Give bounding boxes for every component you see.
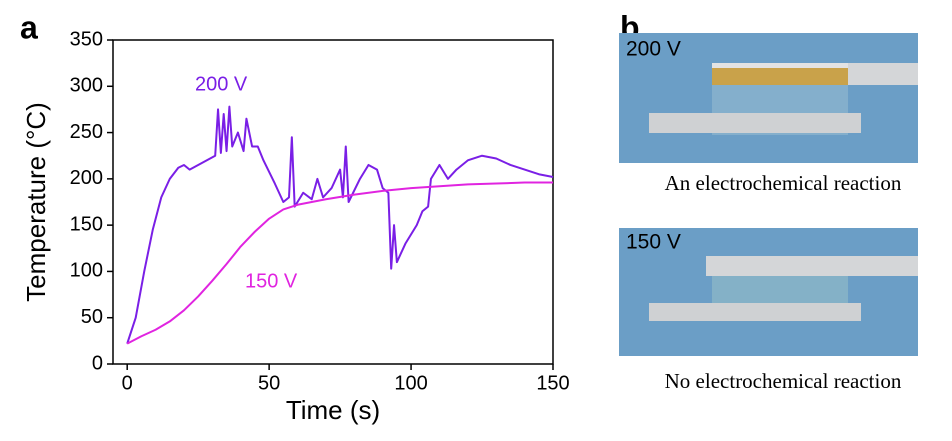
series-label: 150 V (245, 270, 298, 292)
y-tick-label: 150 (70, 213, 103, 235)
photo (619, 33, 918, 163)
x-tick-label: 50 (258, 372, 280, 394)
x-tick-label: 150 (536, 372, 569, 394)
x-tick-label: 0 (122, 372, 133, 394)
y-tick-label: 350 (70, 28, 103, 50)
y-tick-label: 200 (70, 167, 103, 189)
y-tick-label: 0 (92, 352, 103, 374)
y-axis-label: Temperature (°C) (21, 102, 51, 302)
photo (619, 228, 918, 356)
series-label: 200 V (195, 73, 248, 95)
x-tick-label: 100 (394, 372, 427, 394)
y-tick-label: 250 (70, 121, 103, 143)
photo-label: 150 V (626, 231, 681, 254)
plot-frame (112, 39, 554, 365)
photo-caption: An electrochemical reaction (665, 171, 902, 195)
line-series (126, 181, 553, 345)
y-tick-label: 300 (70, 75, 103, 97)
y-tick-label: 50 (81, 306, 103, 328)
photo-label: 200 V (626, 38, 681, 61)
y-tick-label: 100 (70, 260, 103, 282)
photo-caption: No electrochemical reaction (665, 369, 902, 393)
x-axis-label: Time (s) (286, 395, 380, 425)
line-series (126, 105, 554, 344)
panel-label: a (20, 9, 38, 45)
